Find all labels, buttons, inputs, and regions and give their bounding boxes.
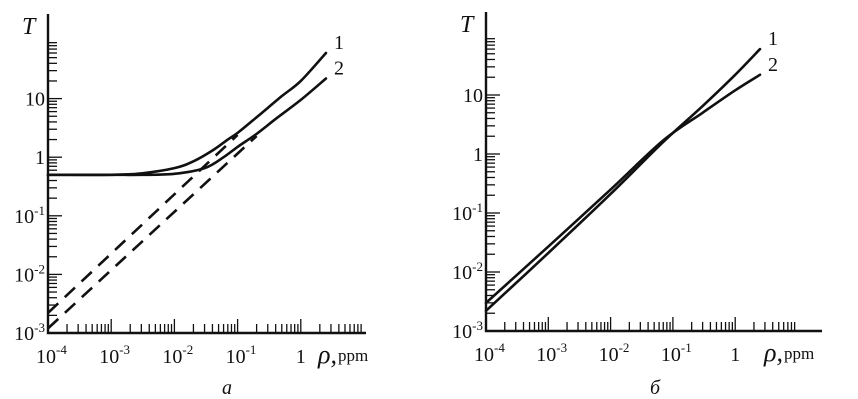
- y-tick-label: 1: [473, 144, 483, 166]
- x-tick-label-exp: -2: [619, 340, 630, 355]
- y-tick-label-exp: -1: [34, 203, 45, 218]
- x-tick-label-base: 10: [536, 344, 556, 366]
- y-axis-label: T: [460, 12, 475, 38]
- y-tick-label-base: 10: [463, 85, 483, 107]
- x-tick-label-exp: -3: [556, 340, 567, 355]
- y-tick-label: 10: [25, 89, 45, 111]
- y-axis-label: T: [22, 14, 37, 40]
- y-tick-label-base: 10: [14, 206, 34, 228]
- panel-label: а: [222, 377, 232, 399]
- y-tick-label-base: 10: [452, 203, 472, 225]
- y-tick-label: 10: [463, 85, 483, 107]
- y-tick-label-base: 10: [14, 323, 34, 345]
- x-tick-label-exp: -4: [494, 340, 505, 355]
- x-axis-symbol: ρ,: [763, 338, 783, 367]
- y-tick-label-exp: -2: [34, 261, 45, 276]
- x-tick-label-base: 1: [730, 344, 740, 366]
- series-line-dashed-3: [47, 135, 258, 330]
- series-label: 2: [334, 58, 344, 80]
- x-tick-label: 10-1: [226, 342, 257, 368]
- y-tick-label-exp: -1: [472, 200, 483, 215]
- y-tick-label-base: 10: [14, 264, 34, 286]
- x-tick-label-base: 10: [226, 346, 246, 368]
- y-tick-label: 1: [35, 147, 45, 169]
- y-tick-label-base: 1: [473, 144, 483, 166]
- x-tick-label-base: 10: [474, 344, 494, 366]
- y-tick-label-base: 1: [35, 147, 45, 169]
- y-tick-label-base: 10: [452, 262, 472, 284]
- series-line-dashed-2: [47, 133, 239, 314]
- x-tick-label-base: 10: [661, 344, 681, 366]
- x-tick-label-base: 10: [599, 344, 619, 366]
- x-axis-unit: ppm: [338, 346, 368, 365]
- x-tick-label-base: 10: [99, 346, 119, 368]
- x-tick-label-base: 10: [162, 346, 182, 368]
- x-tick-label: 10-2: [162, 342, 193, 368]
- x-tick-label: 1: [296, 346, 306, 368]
- x-tick-label-exp: -3: [119, 342, 130, 357]
- x-tick-label: 1: [730, 344, 740, 366]
- x-axis-unit: ppm: [784, 344, 814, 363]
- x-tick-label-exp: -2: [182, 342, 193, 357]
- x-tick-label: 10-4: [36, 342, 67, 368]
- series-label: 2: [768, 54, 778, 76]
- x-tick-label: 10-2: [599, 340, 630, 366]
- y-tick-label-exp: -3: [472, 318, 483, 333]
- x-tick-label-exp: -1: [246, 342, 257, 357]
- y-tick-label-exp: -2: [472, 259, 483, 274]
- series-line-2: [46, 77, 328, 177]
- y-tick-label-exp: -3: [34, 320, 45, 335]
- y-tick-label: 10-1: [452, 200, 483, 225]
- y-tick-label-base: 10: [452, 321, 472, 343]
- x-axis-symbol: ρ,: [317, 340, 337, 369]
- series-line-2: [484, 73, 762, 305]
- y-tick-label: 10-1: [14, 203, 45, 228]
- y-tick-label: 10-2: [14, 261, 45, 286]
- x-tick-label-exp: -1: [681, 340, 692, 355]
- panel-label: б: [650, 377, 661, 399]
- y-tick-label: 10-2: [452, 259, 483, 284]
- series-line-1: [484, 47, 762, 313]
- x-tick-label: 10-3: [536, 340, 567, 366]
- x-tick-label: 10-1: [661, 340, 692, 366]
- series-label: 1: [334, 32, 344, 54]
- x-tick-label-base: 10: [36, 346, 56, 368]
- x-tick-label-base: 1: [296, 346, 306, 368]
- x-tick-label: 10-4: [474, 340, 505, 366]
- y-tick-label: 10-3: [452, 318, 483, 343]
- y-tick-label: 10-3: [14, 320, 45, 345]
- x-tick-label-exp: -4: [56, 342, 67, 357]
- series-label: 1: [768, 28, 778, 50]
- y-tick-label-base: 10: [25, 89, 45, 111]
- x-tick-label: 10-3: [99, 342, 130, 368]
